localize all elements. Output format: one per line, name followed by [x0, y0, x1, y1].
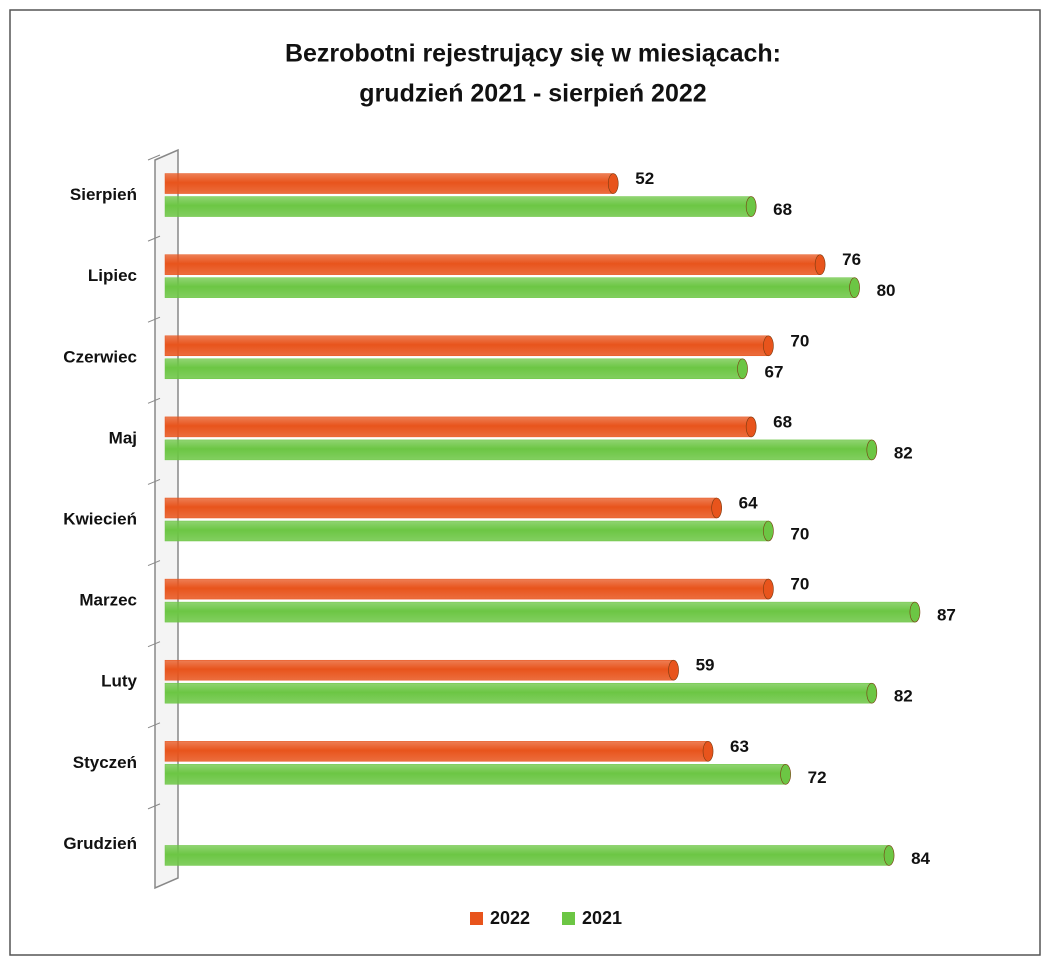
- bar-cap: [866, 682, 878, 704]
- data-label: 82: [894, 687, 913, 706]
- data-label: 68: [773, 412, 792, 431]
- legend-label: 2022: [490, 908, 530, 928]
- bar-cap: [745, 196, 757, 217]
- bar: [164, 254, 821, 275]
- axis-wall: [154, 148, 179, 890]
- bar-cap: [763, 578, 774, 600]
- bar-cap: [668, 659, 679, 681]
- axis-tick: [147, 397, 161, 404]
- bar: [164, 845, 890, 866]
- bar-cap: [763, 520, 774, 542]
- bar: [164, 764, 786, 785]
- axis-tick: [147, 641, 161, 648]
- bar-cap: [763, 335, 774, 357]
- bar: [164, 277, 855, 298]
- y-tick-label: Maj: [109, 428, 137, 447]
- data-label: 59: [696, 656, 715, 675]
- y-tick-label: Styczeń: [73, 753, 137, 772]
- chart-frame: [9, 9, 1041, 956]
- bar-cap: [780, 764, 791, 785]
- axis-tick: [147, 722, 161, 729]
- bar: [164, 741, 709, 762]
- bar: [164, 416, 752, 438]
- data-label: 84: [911, 849, 930, 868]
- data-label: 52: [635, 169, 654, 188]
- y-tick-label: Kwiecień: [63, 509, 137, 528]
- bar-cap: [745, 416, 757, 438]
- bar: [164, 659, 674, 681]
- data-label: 64: [739, 493, 758, 512]
- bar-cap: [702, 741, 714, 762]
- y-tick-label: Luty: [101, 672, 137, 691]
- data-label: 70: [790, 575, 809, 594]
- y-tick-label: Czerwiec: [63, 347, 137, 366]
- chart-subtitle: grudzień 2021 - sierpień 2022: [359, 80, 706, 108]
- y-tick-label: Lipiec: [88, 266, 137, 285]
- bar: [164, 520, 769, 542]
- bar: [164, 682, 873, 704]
- data-label: 72: [808, 768, 827, 787]
- bar: [164, 335, 769, 357]
- data-label: 63: [730, 737, 749, 756]
- bar-cap: [814, 254, 826, 275]
- data-label: 70: [790, 524, 809, 543]
- bar-cap: [849, 277, 860, 298]
- y-tick-label: Grudzień: [63, 834, 137, 853]
- data-label: 68: [773, 200, 792, 219]
- bar-cap: [909, 601, 921, 623]
- data-label: 82: [894, 443, 913, 462]
- bar-cap: [883, 845, 895, 866]
- y-tick-label: Marzec: [79, 591, 137, 610]
- legend-swatch: [470, 912, 483, 925]
- bar: [164, 358, 743, 380]
- data-label: 67: [765, 362, 784, 381]
- axis-tick: [147, 478, 161, 485]
- bar: [164, 439, 873, 461]
- y-tick-label: Sierpień: [70, 185, 137, 204]
- data-label: 76: [842, 250, 861, 269]
- data-label: 87: [937, 606, 956, 625]
- axis-tick: [147, 235, 161, 242]
- chart-title: Bezrobotni rejestrujący się w miesiącach…: [285, 40, 781, 68]
- bar-cap: [711, 497, 722, 519]
- bar: [164, 173, 614, 194]
- axis-tick: [147, 560, 161, 567]
- bar-cap: [607, 173, 619, 194]
- bar: [164, 497, 717, 519]
- axis-tick: [147, 316, 161, 323]
- bar: [164, 578, 769, 600]
- bar: [164, 601, 916, 623]
- data-label: 70: [790, 331, 809, 350]
- legend-label: 2021: [582, 908, 622, 928]
- axis-tick: [147, 154, 161, 161]
- bar-cap: [866, 439, 878, 461]
- data-label: 80: [877, 281, 896, 300]
- bar: [164, 196, 752, 217]
- axis-tick: [147, 803, 161, 810]
- bar-cap: [737, 358, 748, 380]
- legend-swatch: [562, 912, 575, 925]
